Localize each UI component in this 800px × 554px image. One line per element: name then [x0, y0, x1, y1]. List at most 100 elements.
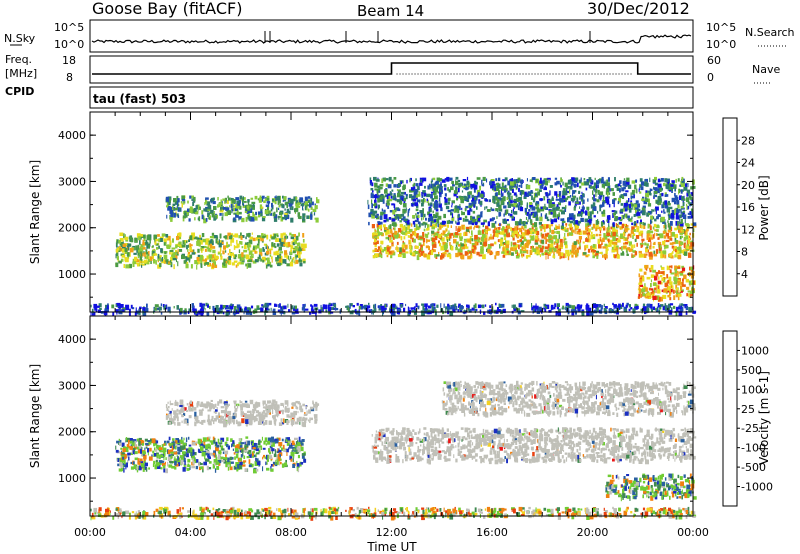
data-cell	[158, 238, 161, 243]
data-cell	[531, 195, 533, 200]
data-cell	[186, 409, 188, 412]
data-cell	[476, 206, 478, 210]
data-cell	[276, 411, 278, 416]
data-cell	[266, 234, 269, 240]
data-cell	[477, 230, 482, 235]
data-cell	[523, 194, 526, 197]
data-cell	[376, 227, 379, 232]
data-cell	[198, 310, 201, 315]
data-cell	[389, 193, 393, 196]
data-cell	[254, 259, 259, 263]
data-cell	[553, 241, 556, 245]
data-cell	[214, 264, 218, 268]
data-cell	[601, 305, 603, 310]
data-cell	[205, 238, 210, 242]
data-cell	[376, 189, 381, 193]
data-cell	[667, 289, 670, 293]
data-cell	[639, 186, 641, 190]
data-cell	[215, 442, 218, 446]
data-cell	[91, 308, 94, 314]
data-cell	[245, 236, 247, 240]
data-cell	[543, 196, 546, 201]
data-cell	[447, 232, 451, 236]
data-cell	[660, 281, 663, 285]
data-cell	[118, 239, 121, 244]
data-cell	[302, 208, 304, 211]
data-cell	[451, 213, 454, 218]
data-cell	[498, 190, 501, 196]
data-cell	[607, 244, 611, 248]
data-cell	[294, 308, 299, 314]
data-cell	[176, 416, 179, 422]
data-cell	[674, 272, 678, 277]
data-cell	[176, 305, 179, 310]
data-cell	[248, 259, 253, 263]
data-cell	[467, 304, 470, 309]
data-cell	[370, 211, 374, 215]
data-cell	[288, 202, 293, 207]
data-cell	[569, 213, 572, 218]
data-cell	[302, 213, 306, 218]
data-cell	[213, 206, 217, 210]
data-cell	[220, 445, 224, 451]
data-cell	[686, 197, 690, 203]
data-cell	[446, 254, 451, 258]
data-cell	[433, 234, 436, 237]
data-cell	[206, 311, 210, 316]
data-cell	[668, 206, 673, 210]
data-cell	[138, 308, 140, 312]
data-cell	[127, 245, 130, 251]
data-cell	[394, 197, 397, 201]
data-cell	[387, 236, 390, 241]
data-cell	[455, 252, 459, 258]
data-cell	[434, 309, 437, 313]
data-cell	[639, 279, 643, 284]
data-cell	[374, 202, 377, 206]
data-cell	[551, 223, 553, 227]
data-cell	[597, 189, 600, 195]
data-cell	[625, 181, 628, 186]
data-cell	[691, 215, 693, 219]
data-cell	[443, 184, 447, 187]
data-cell	[624, 207, 627, 212]
data-cell	[532, 224, 536, 228]
data-cell	[653, 292, 655, 295]
data-cell	[377, 195, 381, 200]
data-cell	[192, 201, 195, 206]
data-cell	[628, 308, 631, 312]
data-cell	[292, 257, 295, 261]
data-cell	[548, 309, 552, 313]
data-cell	[302, 217, 305, 221]
data-cell	[690, 208, 693, 213]
data-cell	[558, 216, 560, 220]
data-cell	[480, 193, 484, 198]
data-cell	[628, 248, 633, 252]
data-cell	[409, 177, 412, 182]
data-cell	[205, 302, 208, 307]
data-cell	[430, 180, 433, 184]
data-cell	[623, 231, 625, 235]
data-cell	[675, 250, 680, 254]
data-cell	[652, 295, 657, 300]
data-cell	[493, 231, 496, 236]
data-cell	[669, 253, 672, 257]
data-cell	[258, 248, 262, 253]
data-cell	[443, 221, 446, 224]
data-cell	[494, 221, 497, 224]
data-cell	[376, 231, 380, 237]
data-cell	[450, 225, 452, 228]
data-cell	[607, 177, 610, 182]
data-cell	[119, 246, 121, 250]
data-cell	[623, 306, 628, 312]
data-cell	[581, 206, 585, 210]
data-cell	[506, 192, 510, 195]
data-cell	[595, 188, 598, 193]
data-cell	[544, 233, 549, 237]
data-cell	[489, 250, 493, 255]
data-cell	[513, 192, 517, 196]
data-cell	[203, 215, 205, 220]
data-cell	[643, 222, 646, 226]
data-cell	[608, 238, 610, 244]
data-cell	[455, 231, 459, 236]
data-cell	[254, 250, 257, 254]
